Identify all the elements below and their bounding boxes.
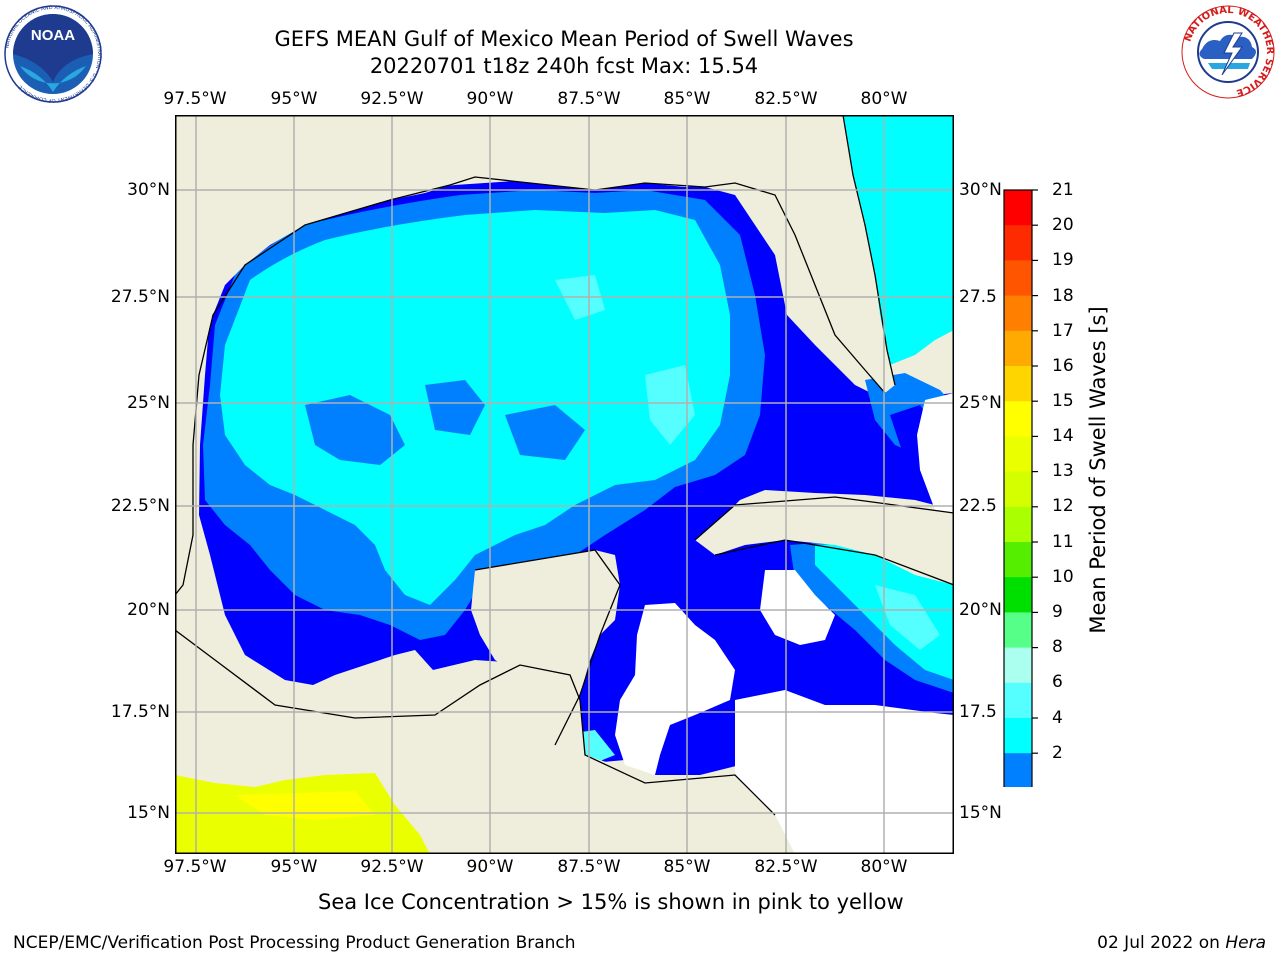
gulf-patch-2-4-c bbox=[505, 405, 585, 460]
colorbar-tick-label: 14 bbox=[1052, 426, 1074, 446]
colorbar-tick-label: 19 bbox=[1052, 250, 1074, 270]
lat-tick-right: 22.5 bbox=[959, 496, 997, 516]
colorbar-tick-label: 6 bbox=[1052, 672, 1063, 692]
lon-tick-top: 97.5°W bbox=[163, 89, 227, 109]
noaa-logo: NOAA NATIONAL OCEANIC AND ATMOSPHERIC AD… bbox=[4, 5, 102, 103]
colorbar-tick-label: 15 bbox=[1052, 391, 1074, 411]
colorbar-segment bbox=[1004, 295, 1032, 332]
lat-tick-right: 20°N bbox=[959, 600, 1002, 620]
lat-tick-right: 30°N bbox=[959, 180, 1002, 200]
colorbar-tick-label: 4 bbox=[1052, 708, 1063, 728]
colorbar-tick-label: 11 bbox=[1052, 532, 1074, 552]
lon-tick-top: 87.5°W bbox=[557, 89, 621, 109]
gulf-patch-6-8-a bbox=[645, 365, 695, 445]
colorbar-tick-label: 20 bbox=[1052, 215, 1074, 235]
no-data-caribbean-c bbox=[760, 570, 835, 645]
colorbar-tick-label: 9 bbox=[1052, 602, 1063, 622]
colorbar-segment bbox=[1004, 542, 1032, 578]
colorbar-segment bbox=[1004, 718, 1032, 754]
caribbean-water-6-8 bbox=[875, 585, 940, 650]
noaa-logo-text: NOAA bbox=[31, 27, 75, 44]
lat-tick-left: 27.5°N bbox=[110, 287, 170, 307]
footer-machine: Hera bbox=[1225, 933, 1266, 953]
colorbar-tick-label: 16 bbox=[1052, 356, 1074, 376]
colorbar-segment bbox=[1004, 225, 1032, 261]
yucatan-land bbox=[471, 550, 620, 765]
lon-tick-bottom: 92.5°W bbox=[360, 857, 424, 877]
colorbar-segment bbox=[1004, 401, 1032, 437]
gulf-patch-2-4-a bbox=[305, 395, 405, 465]
lon-tick-top: 90°W bbox=[466, 89, 514, 109]
no-data-caribbean-a bbox=[615, 603, 735, 775]
lon-tick-top: 95°W bbox=[270, 89, 318, 109]
lat-tick-right: 27.5 bbox=[959, 287, 997, 307]
colorbar-frame bbox=[1003, 189, 1033, 787]
colorbar-tick-label: 12 bbox=[1052, 496, 1074, 516]
lon-tick-bottom: 82.5°W bbox=[754, 857, 818, 877]
lat-tick-left: 22.5°N bbox=[110, 496, 170, 516]
lon-tick-bottom: 90°W bbox=[466, 857, 514, 877]
colorbar-segment bbox=[1004, 190, 1032, 226]
graticule bbox=[175, 115, 954, 854]
colorbar-segment bbox=[1004, 612, 1032, 649]
colorbar-tick-label: 8 bbox=[1052, 637, 1063, 657]
map-frame bbox=[175, 115, 954, 854]
colorbar-segment bbox=[1004, 682, 1032, 719]
colorbar-segment bbox=[1004, 647, 1032, 684]
colorbar-segment bbox=[1004, 506, 1032, 543]
lat-tick-left: 25°N bbox=[127, 393, 170, 413]
colorbar-segment bbox=[1004, 436, 1032, 473]
coastlines bbox=[175, 115, 954, 816]
lat-tick-left: 30°N bbox=[127, 180, 170, 200]
colorbar-segment bbox=[1004, 366, 1032, 402]
colorbar-tick-label: 2 bbox=[1052, 743, 1063, 763]
lon-tick-top: 85°W bbox=[663, 89, 711, 109]
no-data-bahamas bbox=[917, 393, 954, 515]
sea-ice-note: Sea Ice Concentration > 15% is shown in … bbox=[318, 890, 904, 914]
lon-tick-bottom: 95°W bbox=[270, 857, 318, 877]
lon-tick-bottom: 87.5°W bbox=[557, 857, 621, 877]
colorbar-tick-label: 13 bbox=[1052, 461, 1074, 481]
lat-tick-left: 17.5°N bbox=[110, 702, 170, 722]
lat-tick-right: 25°N bbox=[959, 393, 1002, 413]
lon-tick-top: 82.5°W bbox=[754, 89, 818, 109]
colorbar-segment bbox=[1004, 260, 1032, 297]
cuba-land bbox=[695, 495, 954, 585]
colorbar-tick-label: 17 bbox=[1052, 321, 1074, 341]
lon-tick-top: 80°W bbox=[860, 89, 908, 109]
atlantic-water bbox=[843, 115, 954, 365]
colorbar bbox=[1003, 189, 1038, 787]
footer-left: NCEP/EMC/Verification Post Processing Pr… bbox=[13, 933, 576, 953]
colorbar-segment bbox=[1004, 471, 1032, 508]
lat-tick-right: 15°N bbox=[959, 803, 1002, 823]
florida-land bbox=[685, 115, 895, 393]
map-title: GEFS MEAN Gulf of Mexico Mean Period of … bbox=[274, 27, 854, 51]
lat-tick-left: 15°N bbox=[127, 803, 170, 823]
lat-tick-right: 17.5 bbox=[959, 702, 997, 722]
colorbar-segment bbox=[1004, 753, 1032, 787]
map-panel bbox=[175, 115, 954, 854]
lat-tick-left: 20°N bbox=[127, 600, 170, 620]
map-subtitle: 20220701 t18z 240h fcst Max: 15.54 bbox=[369, 54, 759, 78]
north-coast-land bbox=[175, 115, 705, 595]
colorbar-tick-label: 21 bbox=[1052, 180, 1074, 200]
lon-tick-bottom: 97.5°W bbox=[163, 857, 227, 877]
colorbar-segment bbox=[1004, 330, 1032, 367]
footer-date: 02 Jul 2022 on bbox=[1097, 933, 1220, 953]
lon-tick-bottom: 85°W bbox=[663, 857, 711, 877]
lon-tick-top: 92.5°W bbox=[360, 89, 424, 109]
footer-right: 02 Jul 2022 on Hera bbox=[1097, 933, 1266, 953]
gulf-patch-2-4-b bbox=[425, 380, 485, 435]
lon-tick-bottom: 80°W bbox=[860, 857, 908, 877]
colorbar-tick-label: 10 bbox=[1052, 567, 1074, 587]
nws-logo: NATIONAL WEATHER SERVICE bbox=[1181, 5, 1275, 99]
colorbar-title: Mean Period of Swell Waves [s] bbox=[1086, 306, 1110, 634]
colorbar-tick-label: 18 bbox=[1052, 286, 1074, 306]
colorbar-segment bbox=[1004, 577, 1032, 613]
